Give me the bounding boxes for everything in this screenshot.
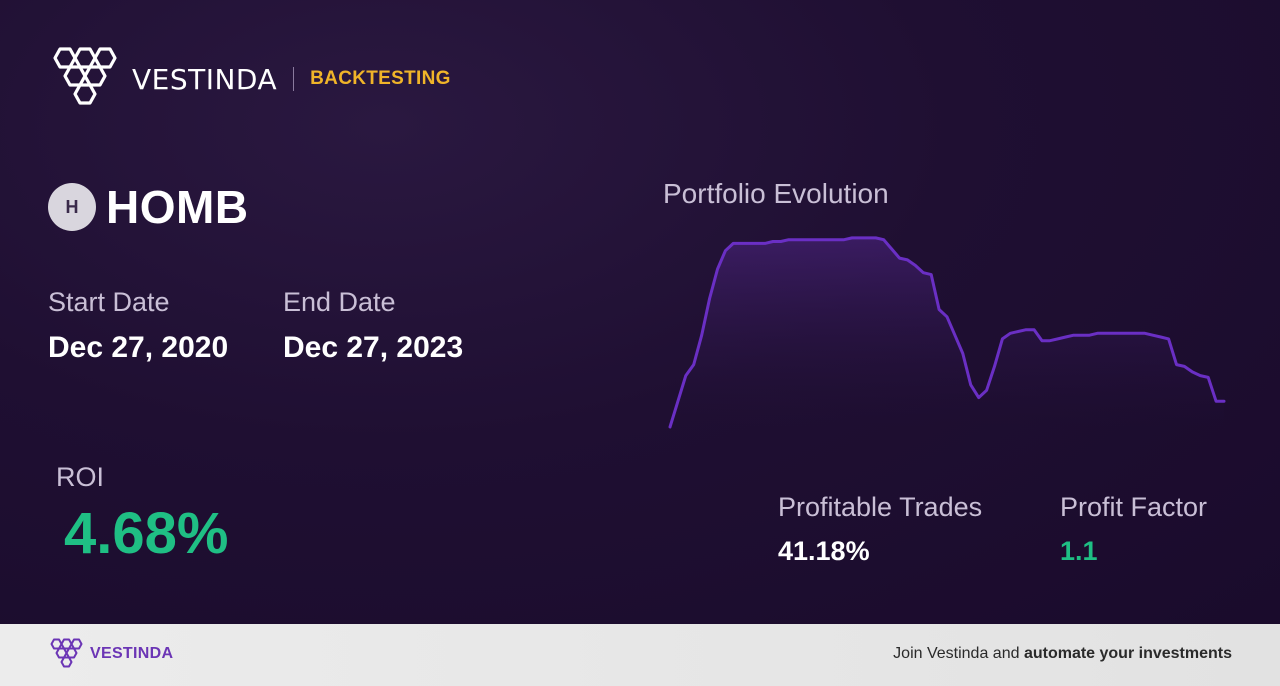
start-date-value: Dec 27, 2020 xyxy=(48,331,229,364)
roi-value: 4.68% xyxy=(64,501,229,566)
brand-header: VESTINDA BACKTESTING xyxy=(48,46,451,112)
profitable-trades-label: Profitable Trades xyxy=(778,492,983,522)
end-date-label: End Date xyxy=(283,287,396,317)
chart-area xyxy=(670,237,1224,427)
footer-logo-icon[interactable] xyxy=(48,638,86,671)
footer-cta-bold: automate your investments xyxy=(1023,645,1232,662)
profit-factor-label: Profit Factor xyxy=(1060,492,1208,522)
ticker-badge: H xyxy=(48,183,96,231)
brand-section: BACKTESTING xyxy=(310,68,451,89)
brand-name: VESTINDA xyxy=(132,62,278,96)
footer: VESTINDA Join Vestinda and automate your… xyxy=(0,624,1280,686)
footer-cta-prefix: Join Vestinda and xyxy=(893,645,1024,662)
start-date-label: Start Date xyxy=(48,287,170,317)
brand-divider xyxy=(293,67,295,91)
portfolio-chart xyxy=(668,236,1226,429)
footer-cta[interactable]: Join Vestinda and automate your investme… xyxy=(893,645,1232,663)
vestinda-logo-icon xyxy=(53,47,117,105)
chart-title: Portfolio Evolution xyxy=(663,178,889,209)
end-date-value: Dec 27, 2023 xyxy=(283,331,464,364)
ticker-symbol: HOMB xyxy=(106,181,249,233)
profitable-trades-value: 41.18% xyxy=(778,536,870,566)
roi-label: ROI xyxy=(56,462,105,492)
chart-series-line xyxy=(668,236,1226,429)
ticker: H HOMB xyxy=(48,180,249,234)
footer-brand[interactable]: VESTINDA xyxy=(90,645,174,662)
profit-factor-value: 1.1 xyxy=(1060,536,1098,566)
backtest-card: VESTINDA BACKTESTING H HOMB Start Date D… xyxy=(0,0,1280,624)
